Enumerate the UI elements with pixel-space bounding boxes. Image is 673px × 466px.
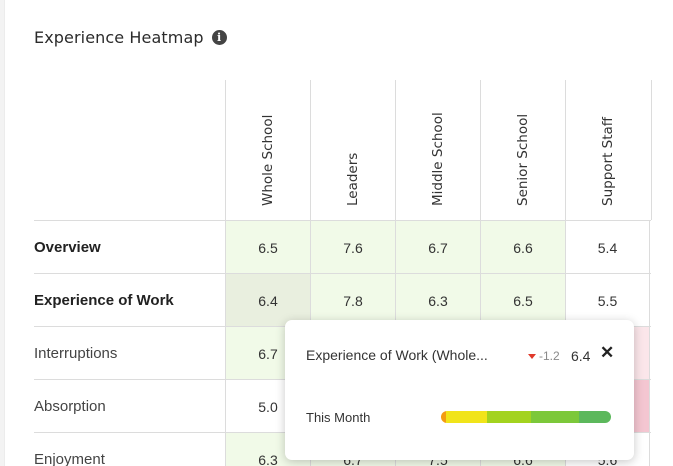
scale-segment [578,411,611,423]
heatmap-cell[interactable]: 6.4 [225,274,310,327]
column-header: Leaders [310,80,396,220]
row-label[interactable]: Overview [34,239,101,256]
tooltip-period: This Month [306,410,371,425]
decrease-arrow-icon [528,353,536,359]
close-icon[interactable]: ✕ [600,343,615,362]
heatmap-cell[interactable]: 5.5 [565,274,650,327]
heatmap-cell[interactable]: 6.5 [225,221,310,274]
scale-segment [446,411,488,423]
heatmap-cell[interactable]: 7.6 [310,221,395,274]
tooltip-delta: -1.2 [528,349,560,363]
column-header: Whole School [225,80,311,220]
heatmap-cell[interactable]: 6.6 [480,221,565,274]
heatmap-row: Experience of Work 6.4 7.8 6.3 6.5 5.5 [34,273,651,327]
heatmap-cell[interactable]: 5.4 [565,221,650,274]
tooltip-title: Experience of Work (Whole... [306,347,488,363]
column-header: Middle School [395,80,481,220]
scale-segment [531,411,579,423]
cell-tooltip: Experience of Work (Whole... -1.2 6.4 ✕ … [285,320,634,460]
row-label[interactable]: Enjoyment [34,451,105,466]
heatmap-title: Experience Heatmap [34,28,204,47]
heatmap-row: Overview 6.5 7.6 6.7 6.6 5.4 [34,220,651,274]
column-header: Support Staff [565,80,652,220]
heatmap-cell[interactable]: 6.5 [480,274,565,327]
tooltip-value: 6.4 [571,348,591,364]
score-scale-bar [441,411,611,423]
scale-segment [487,411,531,423]
row-label[interactable]: Absorption [34,398,106,415]
column-header-label: Whole School [260,114,276,206]
heatmap-cell[interactable]: 6.7 [395,221,480,274]
row-label[interactable]: Interruptions [34,345,118,362]
tooltip-delta-value: -1.2 [539,349,560,363]
column-header-label: Middle School [430,112,446,206]
scale-segment [441,411,446,423]
info-icon[interactable]: i [211,30,227,45]
column-header-label: Leaders [345,152,361,206]
experience-heatmap-panel: Experience Heatmap i Whole School Leaders… [4,0,673,466]
column-header-label: Senior School [515,113,531,206]
heatmap-cell[interactable]: 7.8 [310,274,395,327]
column-header-label: Support Staff [600,116,616,206]
row-label[interactable]: Experience of Work [34,292,174,309]
heatmap-cell[interactable]: 6.3 [395,274,480,327]
heatmap-header: Experience Heatmap i [34,28,227,47]
column-header: Senior School [480,80,566,220]
